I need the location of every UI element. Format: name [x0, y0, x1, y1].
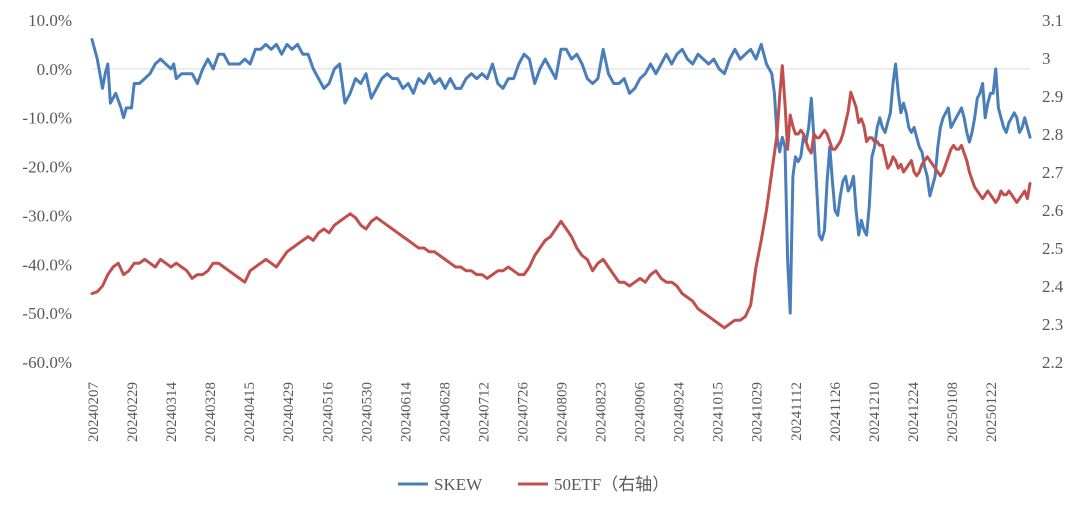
y-right-tick-label: 2.7	[1042, 163, 1064, 182]
x-tick-label: 20240809	[555, 382, 571, 442]
x-tick-label: 20240823	[594, 382, 610, 442]
x-tick-label: 20240924	[672, 382, 688, 443]
x-tick-label: 20240314	[164, 382, 180, 443]
x-tick-label: 20241224	[906, 382, 922, 443]
x-tick-label: 20240726	[515, 382, 531, 443]
y-left-tick-label: -50.0%	[22, 304, 72, 323]
x-tick-label: 20240207	[86, 382, 102, 443]
y-right-tick-label: 2.8	[1042, 125, 1063, 144]
legend-label-skew: SKEW	[434, 475, 483, 494]
x-tick-label: 20241112	[789, 382, 805, 441]
x-tick-label: 20240516	[320, 382, 336, 443]
x-tick-label: 20240628	[437, 382, 453, 442]
x-tick-label: 20240415	[242, 382, 258, 442]
y-right-tick-label: 3	[1042, 49, 1051, 68]
x-tick-label: 20240229	[125, 382, 141, 442]
x-tick-label: 20240906	[633, 382, 649, 443]
axes-layer: 10.0% 0.0% -10.0% -20.0% -30.0% -40.0% -50.0% -…	[22, 11, 1063, 442]
x-tick-label: 20241126	[828, 382, 844, 442]
y-left-tick-label: 0.0%	[37, 60, 72, 79]
y-right-tick-label: 2.4	[1042, 277, 1064, 296]
x-tick-label: 20240614	[398, 382, 414, 443]
series-line-skew	[90, 38, 1032, 315]
y-left-tick-label: -30.0%	[22, 206, 72, 225]
y-left-tick-label: -60.0%	[22, 353, 72, 372]
y-right-tick-label: 2.2	[1042, 353, 1063, 372]
y-right-tick-label: 2.3	[1042, 315, 1063, 334]
series-line-50etf	[90, 64, 1032, 330]
x-tick-label: 20250108	[945, 382, 961, 442]
x-tick-label: 20240530	[359, 382, 375, 442]
x-tick-label: 20241015	[711, 382, 727, 442]
x-tick-label: 20250122	[984, 382, 1000, 442]
series-layer	[90, 38, 1032, 330]
y-left-tick-label: -20.0%	[22, 158, 72, 177]
legend: SKEW 50ETF（右轴）	[398, 475, 669, 494]
y-left-tick-label: 10.0%	[28, 11, 72, 30]
x-tick-label: 20240429	[281, 382, 297, 442]
x-tick-label: 20240712	[476, 382, 492, 442]
y-left-tick-label: -40.0%	[22, 255, 72, 274]
y-left-tick-label: -10.0%	[22, 109, 72, 128]
y-right-tick-label: 3.1	[1042, 11, 1063, 30]
x-tick-label: 20241029	[750, 382, 766, 442]
x-tick-label: 20240328	[203, 382, 219, 442]
legend-label-50etf: 50ETF（右轴）	[554, 475, 669, 494]
y-right-tick-label: 2.5	[1042, 239, 1063, 258]
x-tick-label: 20241210	[867, 382, 883, 442]
y-right-tick-label: 2.6	[1042, 201, 1063, 220]
y-right-tick-label: 2.9	[1042, 87, 1063, 106]
